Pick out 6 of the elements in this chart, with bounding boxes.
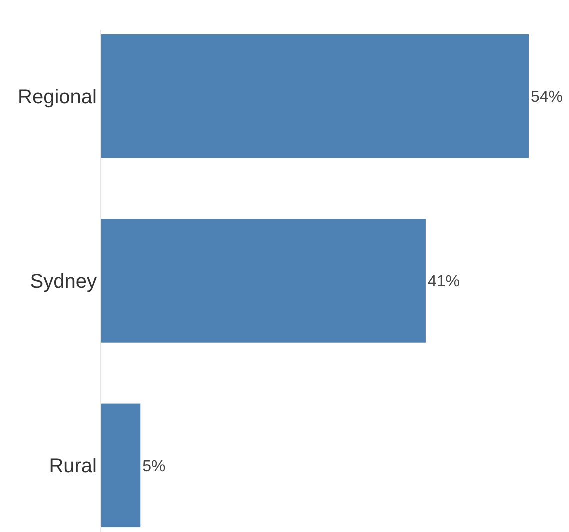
y-tick-label: Sydney — [30, 271, 97, 293]
data-label: 41% — [428, 274, 460, 291]
y-tick-label: Regional — [18, 86, 97, 108]
y-tick-label: Rural — [49, 456, 97, 478]
data-label: 54% — [531, 88, 564, 106]
data-label: 5% — [142, 458, 166, 476]
